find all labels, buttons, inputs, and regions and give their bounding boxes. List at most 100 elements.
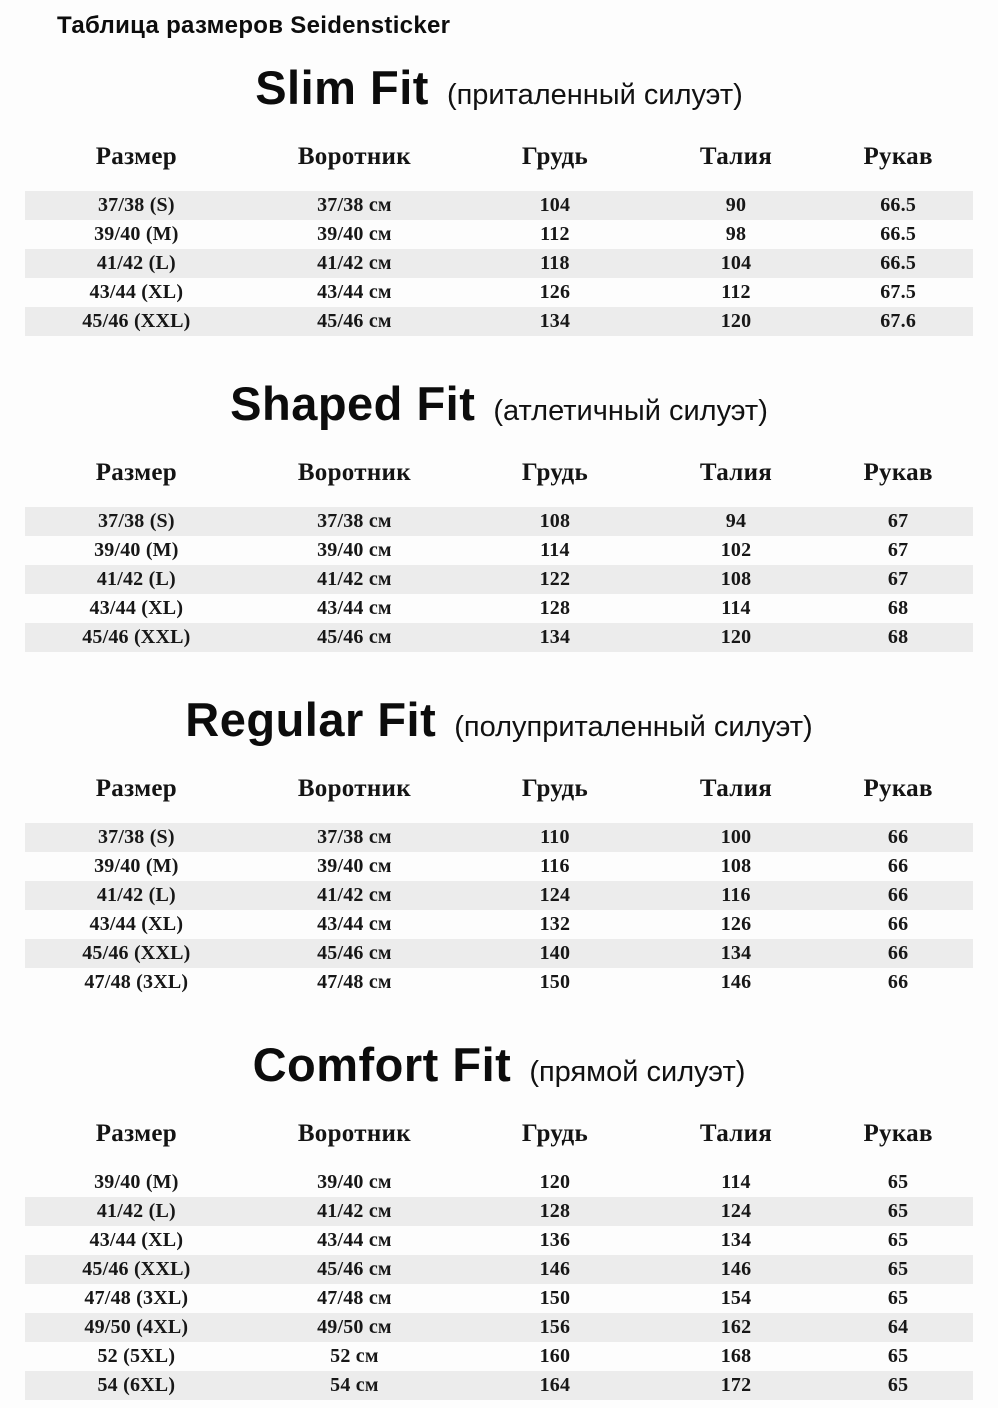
table-cell: 112 <box>721 281 751 303</box>
table-cell: 43/44 (XL) <box>89 597 184 619</box>
table-body: 37/38 (S) 37/38 см 110 100 66 39/40 (M) 39/40 … <box>24 823 974 997</box>
size-table: Размер Воротник Грудь Талия Рукав 37/38 (S) 3… <box>24 139 974 336</box>
table-cell: 134 <box>461 623 649 652</box>
section-heading: Regular Fit (полуприталенный силуэт) <box>0 692 998 757</box>
table-cell: 43/44 см <box>317 913 392 935</box>
table-cell: 47/48 (3XL) <box>84 971 189 993</box>
table-cell: 134 <box>648 939 824 968</box>
column-header: Грудь <box>521 1120 589 1147</box>
column-header: Воротник <box>297 775 411 802</box>
table-cell: 45/46 (XXL) <box>24 1255 248 1284</box>
table-cell: 65 <box>887 1229 909 1251</box>
table-cell: 47/48 см <box>317 971 392 993</box>
fit-section: Comfort Fit (прямой силуэт) Размер Воротн… <box>0 1037 998 1400</box>
table-row: 52 (5XL) 52 см 160 168 65 <box>25 1342 973 1371</box>
table-cell: 112 <box>540 223 570 245</box>
table-row: 41/42 (L) 41/42 см 118 104 66.5 <box>24 249 974 278</box>
table-row: 39/40 (M) 39/40 см 114 102 67 <box>25 536 973 565</box>
table-cell: 39/40 (M) <box>94 223 179 245</box>
fit-section: Slim Fit (приталенный силуэт) Размер Воро… <box>0 60 998 336</box>
table-row: 37/38 (S) 37/38 см 110 100 66 <box>24 823 974 852</box>
table-cell: 65 <box>887 1345 909 1367</box>
table-cell: 140 <box>461 939 649 968</box>
table-cell: 45/46 (XXL) <box>24 939 248 968</box>
table-row: 43/44 (XL) 43/44 см 128 114 68 <box>25 594 973 623</box>
table-cell: 52 (5XL) <box>97 1345 176 1367</box>
table-cell: 90 <box>648 191 824 220</box>
table-cell: 39/40 (M) <box>94 1171 179 1193</box>
column-header: Размер <box>95 143 177 170</box>
table-row: 45/46 (XXL) 45/46 см 134 120 68 <box>24 623 974 652</box>
table-cell: 128 <box>461 1197 649 1226</box>
table-cell: 66.5 <box>880 223 917 245</box>
size-table: Размер Воротник Грудь Талия Рукав 39/40 (M) 3… <box>24 1116 974 1400</box>
fit-section: Shaped Fit (атлетичный силуэт) Размер Вор… <box>0 376 998 652</box>
column-header: Грудь <box>521 143 589 170</box>
table-cell: 146 <box>648 1255 824 1284</box>
table-row: 41/42 (L) 41/42 см 128 124 65 <box>24 1197 974 1226</box>
table-cell: 47/48 см <box>317 1287 392 1309</box>
table-row: 45/46 (XXL) 45/46 см 140 134 66 <box>24 939 974 968</box>
table-cell: 45/46 см <box>247 939 462 968</box>
table-cell: 41/42 см <box>247 1197 462 1226</box>
table-cell: 39/40 см <box>317 539 392 561</box>
table-cell: 41/42 (L) <box>24 249 248 278</box>
table-cell: 146 <box>461 1255 649 1284</box>
section-heading: Shaped Fit (атлетичный силуэт) <box>0 376 998 441</box>
table-row: 41/42 (L) 41/42 см 124 116 66 <box>24 881 974 910</box>
table-cell: 54 см <box>247 1371 462 1400</box>
column-header: Талия <box>699 1120 773 1147</box>
section-subtitle: (прямой силуэт) <box>529 1056 746 1088</box>
column-header: Рукав <box>863 143 933 170</box>
table-cell: 41/42 (L) <box>24 881 248 910</box>
table-cell: 39/40 см <box>317 223 392 245</box>
section-heading: Slim Fit (приталенный силуэт) <box>0 60 998 125</box>
section-heading: Comfort Fit (прямой силуэт) <box>0 1037 998 1102</box>
table-row: 45/46 (XXL) 45/46 см 146 146 65 <box>24 1255 974 1284</box>
table-cell: 67.6 <box>823 307 974 336</box>
table-cell: 66 <box>823 823 974 852</box>
section-subtitle: (приталенный силуэт) <box>446 79 743 111</box>
table-cell: 67 <box>887 539 909 561</box>
column-header: Воротник <box>297 1120 411 1147</box>
table-row: 39/40 (M) 39/40 см 112 98 66.5 <box>25 220 973 249</box>
column-header: Грудь <box>521 775 589 802</box>
table-cell: 66 <box>887 855 909 877</box>
table-cell: 164 <box>461 1371 649 1400</box>
table-cell: 66 <box>887 971 909 993</box>
table-cell: 100 <box>648 823 824 852</box>
table-cell: 45/46 см <box>247 307 462 336</box>
table-cell: 67.5 <box>880 281 917 303</box>
table-cell: 64 <box>823 1313 974 1342</box>
column-header: Рукав <box>863 459 933 486</box>
table-cell: 43/44 (XL) <box>89 1229 184 1251</box>
table-cell: 68 <box>823 623 974 652</box>
table-row: 41/42 (L) 41/42 см 122 108 67 <box>24 565 974 594</box>
table-cell: 65 <box>823 1255 974 1284</box>
table-cell: 65 <box>823 1197 974 1226</box>
table-row: 39/40 (M) 39/40 см 120 114 65 <box>25 1168 973 1197</box>
table-cell: 154 <box>720 1287 752 1309</box>
table-cell: 67 <box>823 565 974 594</box>
table-cell: 45/46 (XXL) <box>24 307 248 336</box>
table-cell: 126 <box>539 281 571 303</box>
table-cell: 120 <box>648 623 824 652</box>
table-cell: 43/44 см <box>317 1229 392 1251</box>
table-cell: 150 <box>539 1287 571 1309</box>
table-cell: 67 <box>823 507 974 536</box>
header-row: Размер Воротник Грудь Талия Рукав <box>25 139 973 191</box>
table-cell: 43/44 см <box>317 597 392 619</box>
table-cell: 108 <box>720 855 752 877</box>
size-table: Размер Воротник Грудь Талия Рукав 37/38 (S) 3… <box>24 771 974 997</box>
table-cell: 98 <box>725 223 747 245</box>
table-cell: 65 <box>887 1171 909 1193</box>
table-cell: 66.5 <box>823 249 974 278</box>
table-cell: 41/42 (L) <box>24 1197 248 1226</box>
table-cell: 41/42 см <box>247 565 462 594</box>
table-cell: 41/42 см <box>247 249 462 278</box>
column-header: Размер <box>95 1120 177 1147</box>
table-cell: 37/38 (S) <box>24 191 248 220</box>
table-cell: 43/44 (XL) <box>89 913 184 935</box>
table-cell: 108 <box>461 507 649 536</box>
